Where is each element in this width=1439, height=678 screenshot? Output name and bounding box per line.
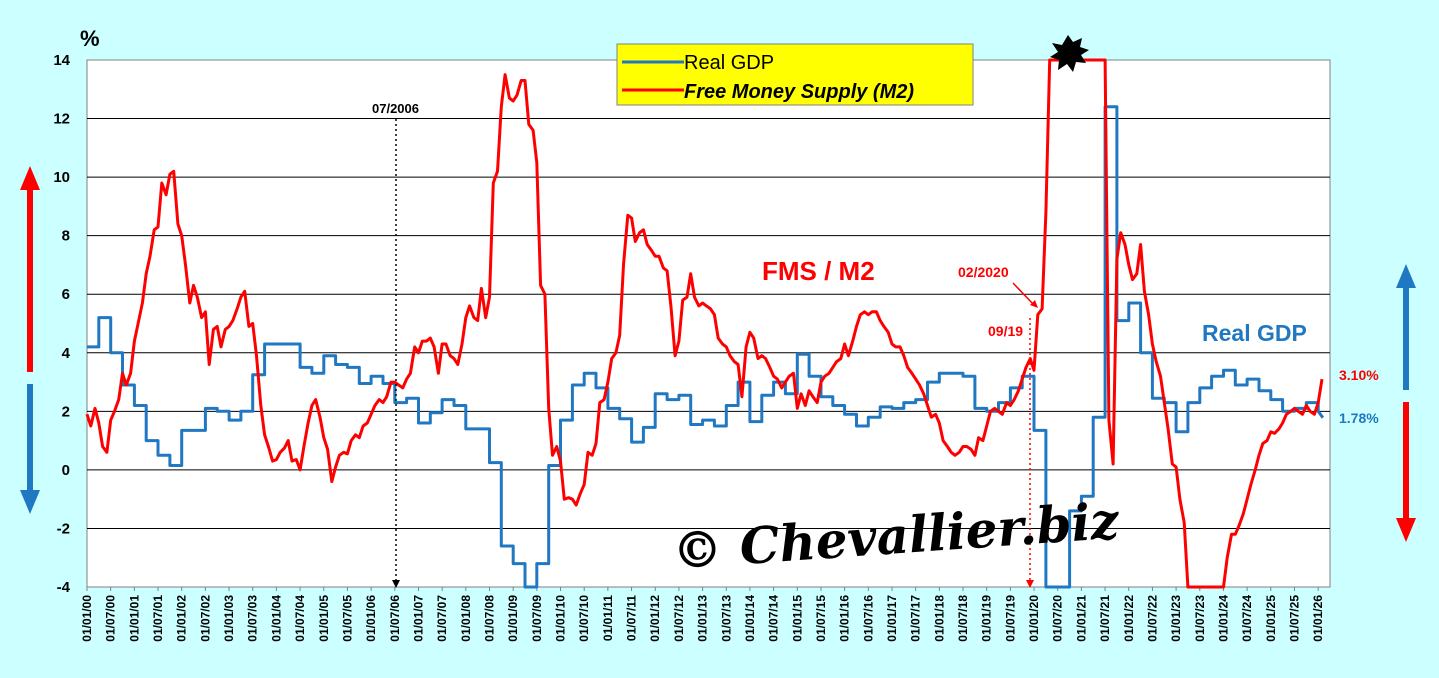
x-tick-label: 01/01/16 (838, 595, 852, 642)
y-axis-unit: % (80, 26, 100, 51)
x-tick-label: 01/07/15 (814, 595, 828, 642)
y-tick-label: 0 (62, 462, 70, 479)
x-tick-label: 01/07/18 (956, 595, 970, 642)
x-tick-label: 01/07/14 (767, 595, 781, 642)
y-tick-label: -4 (57, 579, 71, 596)
x-tick-label: 01/01/08 (459, 595, 473, 642)
x-tick-label: 01/01/14 (743, 595, 757, 642)
gridlines (87, 118, 1330, 529)
fms-m2-label: FMS / M2 (762, 256, 875, 286)
y-tick-label: 6 (62, 286, 70, 303)
x-tick-label: 01/01/26 (1311, 595, 1325, 642)
x-tick-label: 01/01/20 (1027, 595, 1041, 642)
real-gdp-label: Real GDP (1202, 320, 1307, 346)
x-tick-label: 01/01/24 (1216, 595, 1230, 642)
x-tick-label: 01/07/13 (719, 595, 733, 642)
left-arrows (20, 166, 40, 514)
x-tick-label: 01/01/01 (127, 595, 141, 642)
x-tick-label: 01/07/11 (625, 595, 639, 641)
y-tick-label: 12 (53, 111, 70, 128)
x-tick-label: 01/07/04 (293, 595, 307, 642)
x-tick-label: 01/01/11 (601, 595, 615, 641)
x-tick-label: 01/07/10 (577, 595, 591, 642)
x-tick-label: 01/01/04 (269, 595, 283, 642)
x-tick-label: 01/07/17 (909, 595, 923, 642)
y-tick-label: 4 (62, 345, 71, 362)
x-tick-label: 01/01/13 (696, 595, 710, 642)
marker-arrow-2020 (1026, 580, 1034, 588)
x-tick-label: 01/07/02 (198, 595, 212, 642)
x-tick-label: 01/01/00 (80, 595, 94, 642)
x-tick-label: 01/07/20 (1051, 595, 1065, 642)
right-red-arrow-head (1396, 518, 1416, 542)
left-blue-arrow-head (20, 490, 40, 514)
x-tick-label: 01/01/12 (648, 595, 662, 642)
annotation-0919: 09/19 (988, 323, 1023, 339)
x-tick-label: 01/07/21 (1098, 595, 1112, 642)
y-tick-label: 8 (62, 228, 70, 245)
legend-label-gdp: Real GDP (684, 52, 774, 74)
x-tick-label: 01/01/06 (364, 595, 378, 642)
x-axis-ticks: 01/01/00 01/07/00 01/01/01 01/07/01 01/01/02… (80, 587, 1325, 642)
y-tick-label: -2 (57, 520, 70, 537)
x-tick-label: 01/07/09 (530, 595, 544, 642)
x-tick-label: 01/01/07 (411, 595, 425, 642)
annotation-2006: 07/2006 (372, 101, 419, 116)
last-value-gdp: 1.78% (1339, 410, 1379, 426)
right-arrows (1396, 264, 1416, 542)
annotation-2020: 02/2020 (958, 264, 1009, 280)
x-tick-label: 01/07/12 (672, 595, 686, 642)
x-tick-label: 01/01/17 (885, 595, 899, 642)
x-tick-label: 01/01/22 (1122, 595, 1136, 642)
x-tick-label: 01/07/24 (1240, 595, 1254, 642)
x-tick-label: 01/01/02 (175, 595, 189, 642)
x-tick-label: 01/07/06 (388, 595, 402, 642)
x-tick-label: 01/07/23 (1193, 595, 1207, 642)
x-tick-label: 01/07/19 (1003, 595, 1017, 642)
y-tick-label: 14 (53, 52, 70, 69)
burst-icon (1050, 35, 1089, 72)
x-tick-label: 01/07/07 (435, 595, 449, 642)
x-tick-label: 01/01/25 (1264, 595, 1278, 642)
x-tick-label: 01/07/03 (246, 595, 260, 642)
x-tick-label: 01/01/21 (1074, 595, 1088, 642)
marker-arrow-2006 (392, 580, 400, 588)
left-red-arrow-head (20, 166, 40, 190)
legend-box (616, 43, 974, 106)
x-tick-label: 01/01/15 (790, 595, 804, 642)
series-line-m2 (85, 58, 1324, 589)
x-tick-label: 01/07/22 (1145, 595, 1159, 642)
x-tick-label: 01/01/09 (506, 595, 520, 642)
last-value-m2: 3.10% (1339, 367, 1379, 383)
x-tick-label: 01/01/19 (980, 595, 994, 642)
legend: Real GDP Free Money Supply (M2) (616, 43, 974, 106)
series-lines (85, 58, 1325, 589)
annotation-2020-pointer-head (1030, 300, 1038, 308)
plot-area (86, 59, 1331, 588)
y-tick-label: 2 (62, 403, 70, 420)
right-blue-arrow-head (1396, 264, 1416, 288)
x-tick-label: 01/07/16 (861, 595, 875, 642)
x-tick-label: 01/01/23 (1169, 595, 1183, 642)
y-tick-label: 10 (53, 169, 70, 186)
x-tick-label: 01/07/05 (340, 595, 354, 642)
x-tick-label: 01/01/18 (932, 595, 946, 642)
x-tick-label: 01/07/25 (1287, 595, 1301, 642)
x-tick-label: 01/01/10 (554, 595, 568, 642)
x-tick-label: 01/01/03 (222, 595, 236, 642)
annotation-2020-pointer (1012, 282, 1035, 306)
legend-label-m2: Free Money Supply (M2) (684, 81, 914, 103)
x-tick-label: 01/07/01 (151, 595, 165, 642)
series-line-real-gdp (87, 105, 1325, 589)
x-tick-label: 01/07/08 (482, 595, 496, 642)
x-tick-label: 01/07/00 (104, 595, 118, 642)
x-tick-label: 01/01/05 (317, 595, 331, 642)
y-axis-ticks: -4 -2 0 2 4 6 8 10 12 14 (53, 52, 70, 596)
